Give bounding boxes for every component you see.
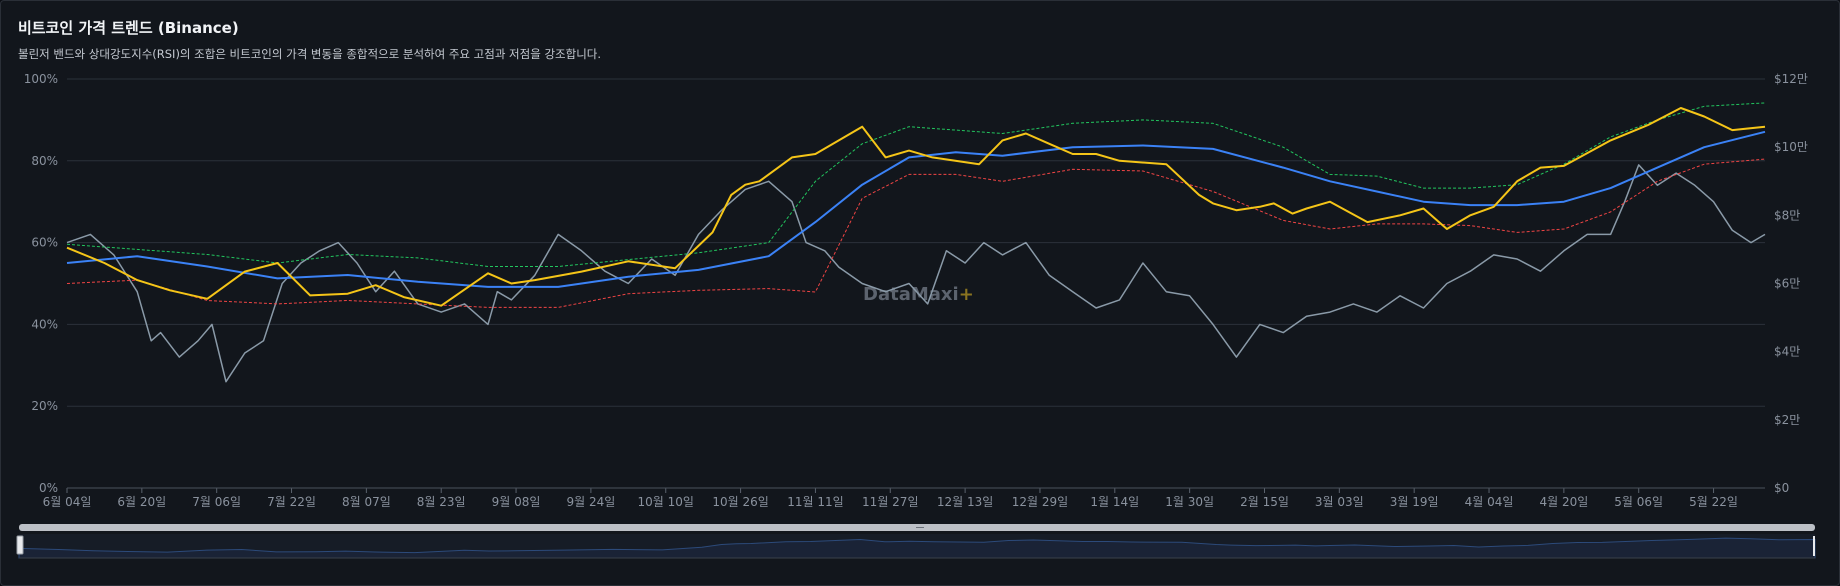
x-tick-label: 4월 04일 xyxy=(1465,495,1514,509)
chart-title: 비트코인 가격 트렌드 (Binance) xyxy=(18,19,239,37)
x-tick-label: 5월 22일 xyxy=(1689,495,1738,509)
y-left-tick-label: 100% xyxy=(24,72,58,86)
x-tick-label: 11월 27일 xyxy=(862,495,918,509)
x-tick-label: 6월 04일 xyxy=(43,495,92,509)
navigator-series-area xyxy=(18,537,1816,559)
series-lines xyxy=(66,102,1766,383)
x-tick-label: 12월 29일 xyxy=(1012,495,1068,509)
x-tick-label: 10월 26일 xyxy=(712,495,768,509)
watermark-plus: + xyxy=(959,284,974,305)
y-right-tick-label: $10만 xyxy=(1774,140,1808,154)
x-tick-label: 8월 23일 xyxy=(417,495,466,509)
y-right-tick-label: $2만 xyxy=(1774,413,1800,427)
navigator[interactable] xyxy=(16,524,1816,559)
axes: 0% 20% 40% 60% 80% 100% $0 $2만 $4만 $6만 $8만 $10만 $12만… xyxy=(24,72,1808,509)
x-tick-label: 5월 06일 xyxy=(1614,495,1663,509)
y-right-tick-label: $6만 xyxy=(1774,277,1800,291)
price-series-line xyxy=(66,107,1766,307)
y-right-tick-label: $8만 xyxy=(1774,208,1800,222)
x-tick-label: 12월 13일 xyxy=(937,495,993,509)
x-tick-label: 3월 03일 xyxy=(1315,495,1364,509)
watermark: DataMaxi+ xyxy=(863,284,974,305)
x-tick-label: 7월 22일 xyxy=(267,495,316,509)
sma-series-line xyxy=(66,130,1766,288)
y-left-tick-label: 0% xyxy=(39,481,58,495)
x-tick-label: 1월 14일 xyxy=(1090,495,1139,509)
x-tick-label: 2월 15일 xyxy=(1240,495,1289,509)
navigator-left-handle[interactable] xyxy=(16,535,24,555)
x-tick-label: 9월 24일 xyxy=(566,495,615,509)
y-left-tick-label: 80% xyxy=(31,154,58,168)
rsi-series-line xyxy=(66,164,1766,383)
x-tick-label: 6월 20일 xyxy=(117,495,166,509)
y-right-tick-label: $0 xyxy=(1774,481,1789,495)
y-left-tick-label: 20% xyxy=(31,399,58,413)
y-right-tick-label: $4만 xyxy=(1774,345,1800,359)
y-left-tick-label: 40% xyxy=(31,317,58,331)
x-tick-label: 7월 06일 xyxy=(192,495,241,509)
x-tick-label: 10월 10일 xyxy=(638,495,694,509)
x-tick-label: 8월 07일 xyxy=(342,495,391,509)
upper-band-series-line xyxy=(66,102,1766,267)
x-tick-label: 1월 30일 xyxy=(1165,495,1214,509)
chart-subtitle: 볼린저 밴드와 상대강도지수(RSI)의 조합은 비트코인의 가격 변동을 종합… xyxy=(18,47,602,61)
y-left-tick-label: 60% xyxy=(31,236,58,250)
x-tick-label: 11월 11일 xyxy=(787,495,843,509)
y-right-tick-label: $12만 xyxy=(1774,72,1808,86)
lower-band-series-line xyxy=(66,158,1766,308)
x-tick-label: 3월 19일 xyxy=(1390,495,1439,509)
x-tick-label: 9월 08일 xyxy=(492,495,541,509)
watermark-text: DataMaxi xyxy=(863,284,959,305)
x-tick-label: 4월 20일 xyxy=(1539,495,1588,509)
